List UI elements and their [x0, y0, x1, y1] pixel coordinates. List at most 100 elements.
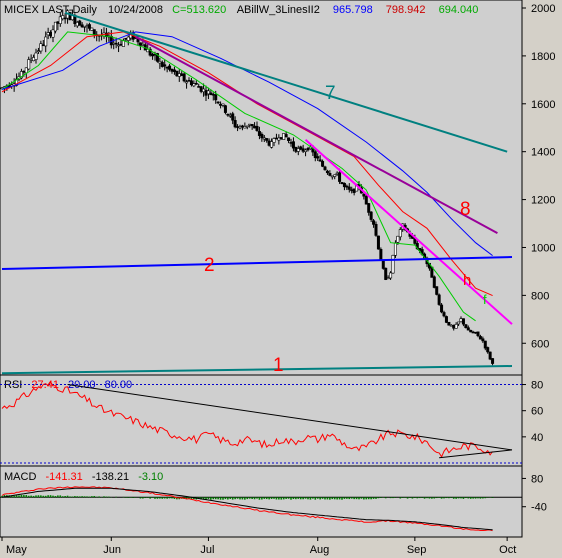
candle-body	[396, 235, 400, 243]
candle-body	[253, 125, 257, 129]
macd-histogram-bar	[406, 497, 409, 499]
macd-histogram-bar	[248, 497, 251, 499]
candle-body	[44, 36, 48, 47]
macd-histogram-bar	[253, 497, 256, 500]
symbol-label: MICEX LAST-Daily	[4, 4, 97, 16]
macd-histogram-bar	[324, 497, 326, 500]
price-panel[interactable]	[0, 0, 523, 376]
candle-body	[172, 69, 176, 72]
macd-histogram-bar	[482, 497, 484, 499]
macd-v1: -141.31	[45, 471, 82, 483]
macd-histogram-bar	[49, 495, 52, 498]
candle-body	[250, 124, 254, 127]
candle-body	[379, 249, 383, 261]
macd-histogram-bar	[285, 497, 287, 499]
candle-body	[381, 260, 385, 269]
macd-histogram-bar	[367, 497, 370, 500]
candle-body	[306, 148, 310, 151]
macd-histogram-bar	[74, 496, 76, 498]
macd-histogram-bar	[149, 497, 151, 499]
macd-histogram-bar	[331, 497, 334, 500]
macd-histogram-bar	[428, 497, 431, 499]
candle-body	[398, 229, 402, 238]
macd-histogram-bar	[239, 497, 241, 500]
macd-histogram-bar	[258, 497, 261, 500]
macd-histogram-bar	[282, 497, 285, 500]
candle-body	[469, 329, 473, 333]
candle-body	[83, 25, 87, 28]
candle-body	[114, 42, 118, 45]
candle-body	[185, 81, 189, 84]
macd-histogram-bar	[314, 497, 317, 500]
candle-body	[274, 137, 278, 140]
macd-histogram-bar	[438, 497, 440, 498]
macd-line	[1, 486, 493, 532]
candle-body	[362, 194, 366, 197]
candle-body	[221, 103, 225, 106]
candle-body	[321, 160, 325, 167]
candle-body	[219, 103, 223, 106]
macd-histogram-bar	[20, 494, 23, 498]
candle-body	[340, 182, 344, 185]
macd-histogram-bar	[409, 497, 411, 498]
candle-body	[323, 166, 327, 171]
x-tick-label: Oct	[499, 544, 516, 556]
candle-body	[483, 340, 487, 349]
candle-body	[474, 331, 478, 334]
macd-histogram-bar	[244, 497, 246, 500]
candle-body	[165, 66, 169, 69]
trend-line-1	[1, 365, 513, 375]
candle-body	[202, 88, 206, 93]
macd-histogram-bar	[336, 497, 338, 500]
macd-histogram-bar	[1, 495, 3, 498]
price-y-tick-label: 600	[531, 338, 549, 350]
macd-histogram-bar	[401, 497, 404, 498]
macd-histogram-bar	[270, 497, 273, 499]
macd-histogram-bar	[188, 497, 190, 499]
macd-histogram-bar	[263, 497, 266, 499]
candle-body	[240, 125, 244, 128]
macd-histogram-bar	[280, 497, 283, 500]
macd-header: MACD -141.31 -138.21 -3.10	[4, 471, 163, 483]
candle-body	[29, 58, 33, 61]
macd-histogram-bar	[426, 497, 428, 499]
candle-body	[270, 141, 274, 148]
macd-histogram-bar	[25, 495, 28, 498]
rsi-y-tick-label: 60	[531, 406, 543, 418]
macd-histogram-bar	[348, 497, 351, 500]
indicator-label: ABillW_3LinesII2	[237, 4, 320, 16]
candle-body	[75, 22, 79, 27]
candle-body	[296, 148, 300, 152]
candle-body	[376, 235, 380, 250]
macd-histogram-bar	[484, 497, 487, 499]
candle-body	[56, 21, 60, 24]
candle-body	[233, 120, 237, 128]
candle-body	[372, 220, 376, 225]
x-tick-label: May	[6, 544, 27, 556]
candle-body	[277, 137, 281, 141]
candle-body	[197, 86, 201, 88]
candle-body	[272, 138, 276, 143]
macd-histogram-bar	[421, 497, 423, 498]
candle-body	[104, 32, 108, 37]
annotation-7: 7	[325, 83, 336, 104]
macd-histogram-bar	[139, 497, 142, 499]
macd-histogram-bar	[431, 497, 433, 499]
candle-body	[444, 316, 448, 323]
price-layer	[0, 9, 513, 375]
macd-histogram-bar	[360, 497, 363, 499]
candle-body	[41, 44, 45, 47]
macd-histogram-bar	[392, 497, 394, 499]
macd-histogram-bar	[302, 497, 304, 500]
macd-histogram-bar	[217, 497, 219, 500]
macd-histogram-bar	[358, 497, 360, 500]
macd-histogram-bar	[445, 497, 448, 499]
candle-body	[175, 70, 179, 77]
candle-body	[151, 53, 155, 57]
price-y-tick-label: 1600	[531, 99, 555, 111]
macd-histogram-bar	[353, 497, 355, 500]
candle-body	[180, 73, 184, 76]
candle-body	[364, 195, 368, 205]
macd-histogram-bar	[343, 497, 346, 499]
